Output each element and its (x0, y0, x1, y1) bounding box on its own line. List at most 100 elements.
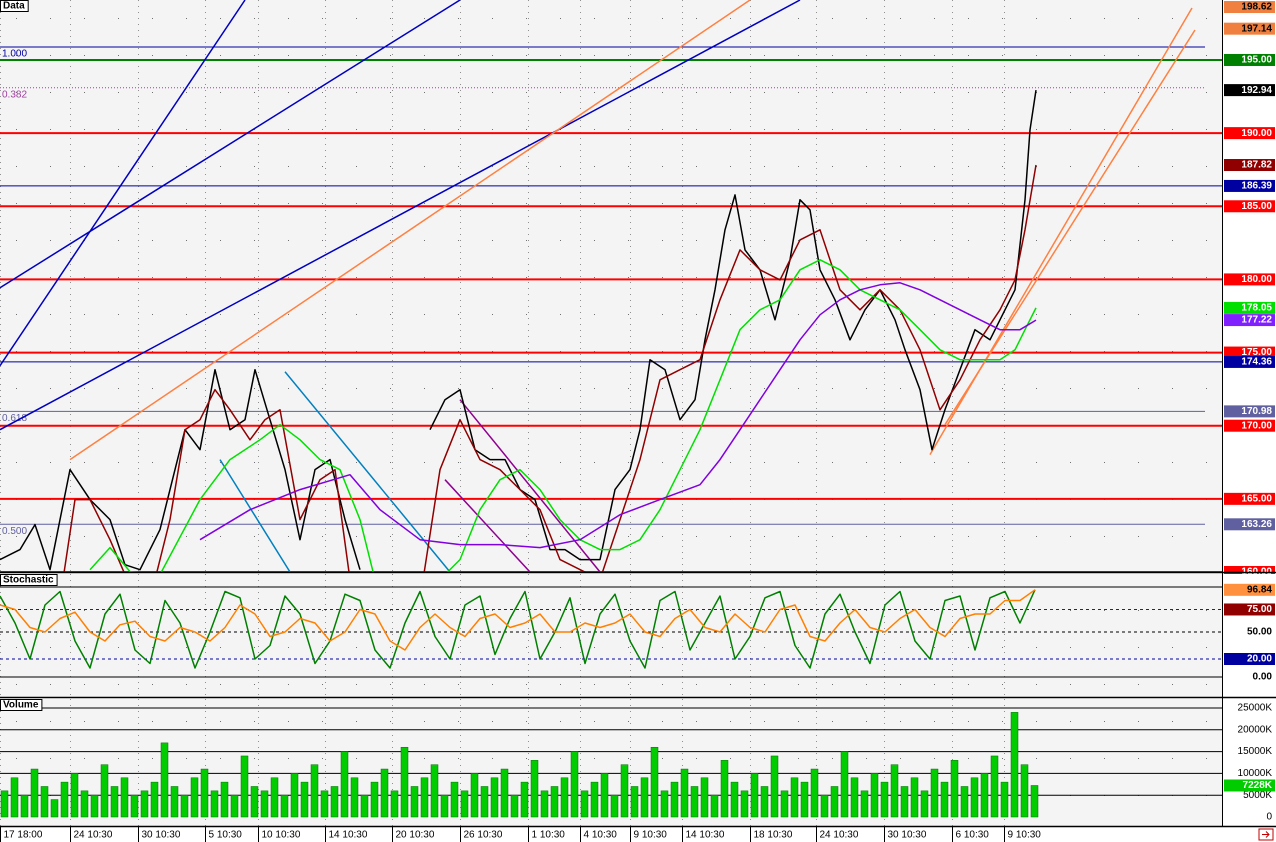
price-box (1224, 273, 1275, 286)
volume-bar (830, 786, 839, 818)
volume-bar (510, 794, 519, 818)
volume-bar (230, 794, 239, 818)
price-box (1224, 1, 1275, 14)
volume-bar (1000, 781, 1009, 818)
volume-bar (170, 786, 179, 818)
volume-bar (720, 760, 729, 818)
volume-bar (470, 773, 479, 818)
volume-bar (550, 786, 559, 818)
volume-bar (670, 781, 679, 818)
price-label: 185.00 (1241, 201, 1272, 212)
volume-bar (270, 777, 279, 818)
volume-bar (0, 790, 9, 818)
volume-bar (900, 786, 909, 818)
x-tick-label: 4 10:30 (584, 830, 618, 841)
series-line (0, 589, 1036, 669)
volume-bar (500, 768, 509, 818)
panel-title: Stochastic (3, 575, 54, 586)
price-box (1224, 518, 1275, 531)
volume-bar (210, 790, 219, 818)
volume-bar (50, 799, 59, 818)
volume-bar (580, 790, 589, 818)
price-label: 180.00 (1241, 274, 1272, 285)
axis-background (1222, 699, 1276, 826)
volume-bar (370, 781, 379, 818)
volume-bar (410, 786, 419, 818)
price-label: 163.26 (1241, 519, 1272, 530)
volume-bar (440, 794, 449, 818)
volume-bar (920, 790, 929, 818)
price-label: 186.39 (1241, 181, 1272, 192)
series-line (199, 282, 1037, 549)
price-box (1224, 301, 1275, 314)
volume-bar (740, 790, 749, 818)
volume-bar (620, 764, 629, 818)
trend-line (944, 29, 1196, 426)
volume-bar (70, 773, 79, 818)
volume-bar (700, 777, 709, 818)
price-label: 20.00 (1247, 654, 1272, 665)
volume-bar (190, 777, 199, 818)
panel-title: Volume (3, 700, 39, 711)
volume-bar (790, 777, 799, 818)
y-tick-label: 5000K (1243, 790, 1272, 801)
x-tick-label: 30 10:30 (142, 830, 181, 841)
volume-bar (890, 764, 899, 818)
volume-bar (810, 768, 819, 818)
panel-title-box (0, 699, 43, 711)
volume-bar (240, 755, 249, 818)
x-tick-label: 9 10:30 (1008, 830, 1042, 841)
fib-label: 0.618 (2, 413, 27, 424)
x-tick-label: 30 10:30 (888, 830, 927, 841)
x-tick-label: 14 10:30 (686, 830, 725, 841)
volume-bar (560, 777, 569, 818)
price-label: 75.00 (1247, 604, 1272, 615)
volume-bar (420, 777, 429, 818)
volume-bar (660, 790, 669, 818)
volume-bar (360, 794, 369, 818)
x-tick-label: 1 10:30 (532, 830, 566, 841)
volume-bar (260, 790, 269, 818)
volume-bar (200, 768, 209, 818)
volume-bar (960, 786, 969, 818)
volume-bar (180, 794, 189, 818)
price-label: 7228K (1243, 780, 1273, 791)
price-label: 175.00 (1241, 347, 1272, 358)
price-label: 187.82 (1241, 160, 1272, 171)
price-box (1224, 200, 1275, 213)
volume-bar (40, 786, 49, 818)
volume-bar (330, 786, 339, 818)
price-box (1224, 603, 1275, 616)
price-label: 174.36 (1241, 357, 1272, 368)
volume-bar (60, 781, 69, 818)
volume-bar (880, 781, 889, 818)
volume-bar (300, 781, 309, 818)
volume-bar (520, 781, 529, 818)
panel-title: Data (3, 1, 25, 12)
price-box (1224, 405, 1275, 418)
volume-bar (140, 790, 149, 818)
volume-bar (390, 790, 399, 818)
x-tick-label: 5 10:30 (209, 830, 243, 841)
fib-label: 1.000 (2, 49, 27, 60)
volume-bar (530, 760, 539, 818)
volume-bar (310, 764, 319, 818)
price-label: 96.84 (1247, 584, 1272, 595)
x-tick-label: 6 10:30 (956, 830, 990, 841)
volume-bar (760, 786, 769, 818)
price-box (1224, 779, 1275, 792)
volume-bar (640, 777, 649, 818)
x-tick-label: 18 10:30 (754, 830, 793, 841)
volume-bar (100, 764, 109, 818)
volume-bar (280, 794, 289, 818)
volume-bar (870, 773, 879, 818)
volume-bar (940, 781, 949, 818)
price-label: 198.62 (1241, 2, 1272, 13)
x-tick-label: 24 10:30 (820, 830, 859, 841)
volume-bar (840, 751, 849, 818)
price-label: 177.22 (1241, 315, 1272, 326)
series-line (89, 259, 1037, 572)
trend-line (459, 399, 601, 572)
